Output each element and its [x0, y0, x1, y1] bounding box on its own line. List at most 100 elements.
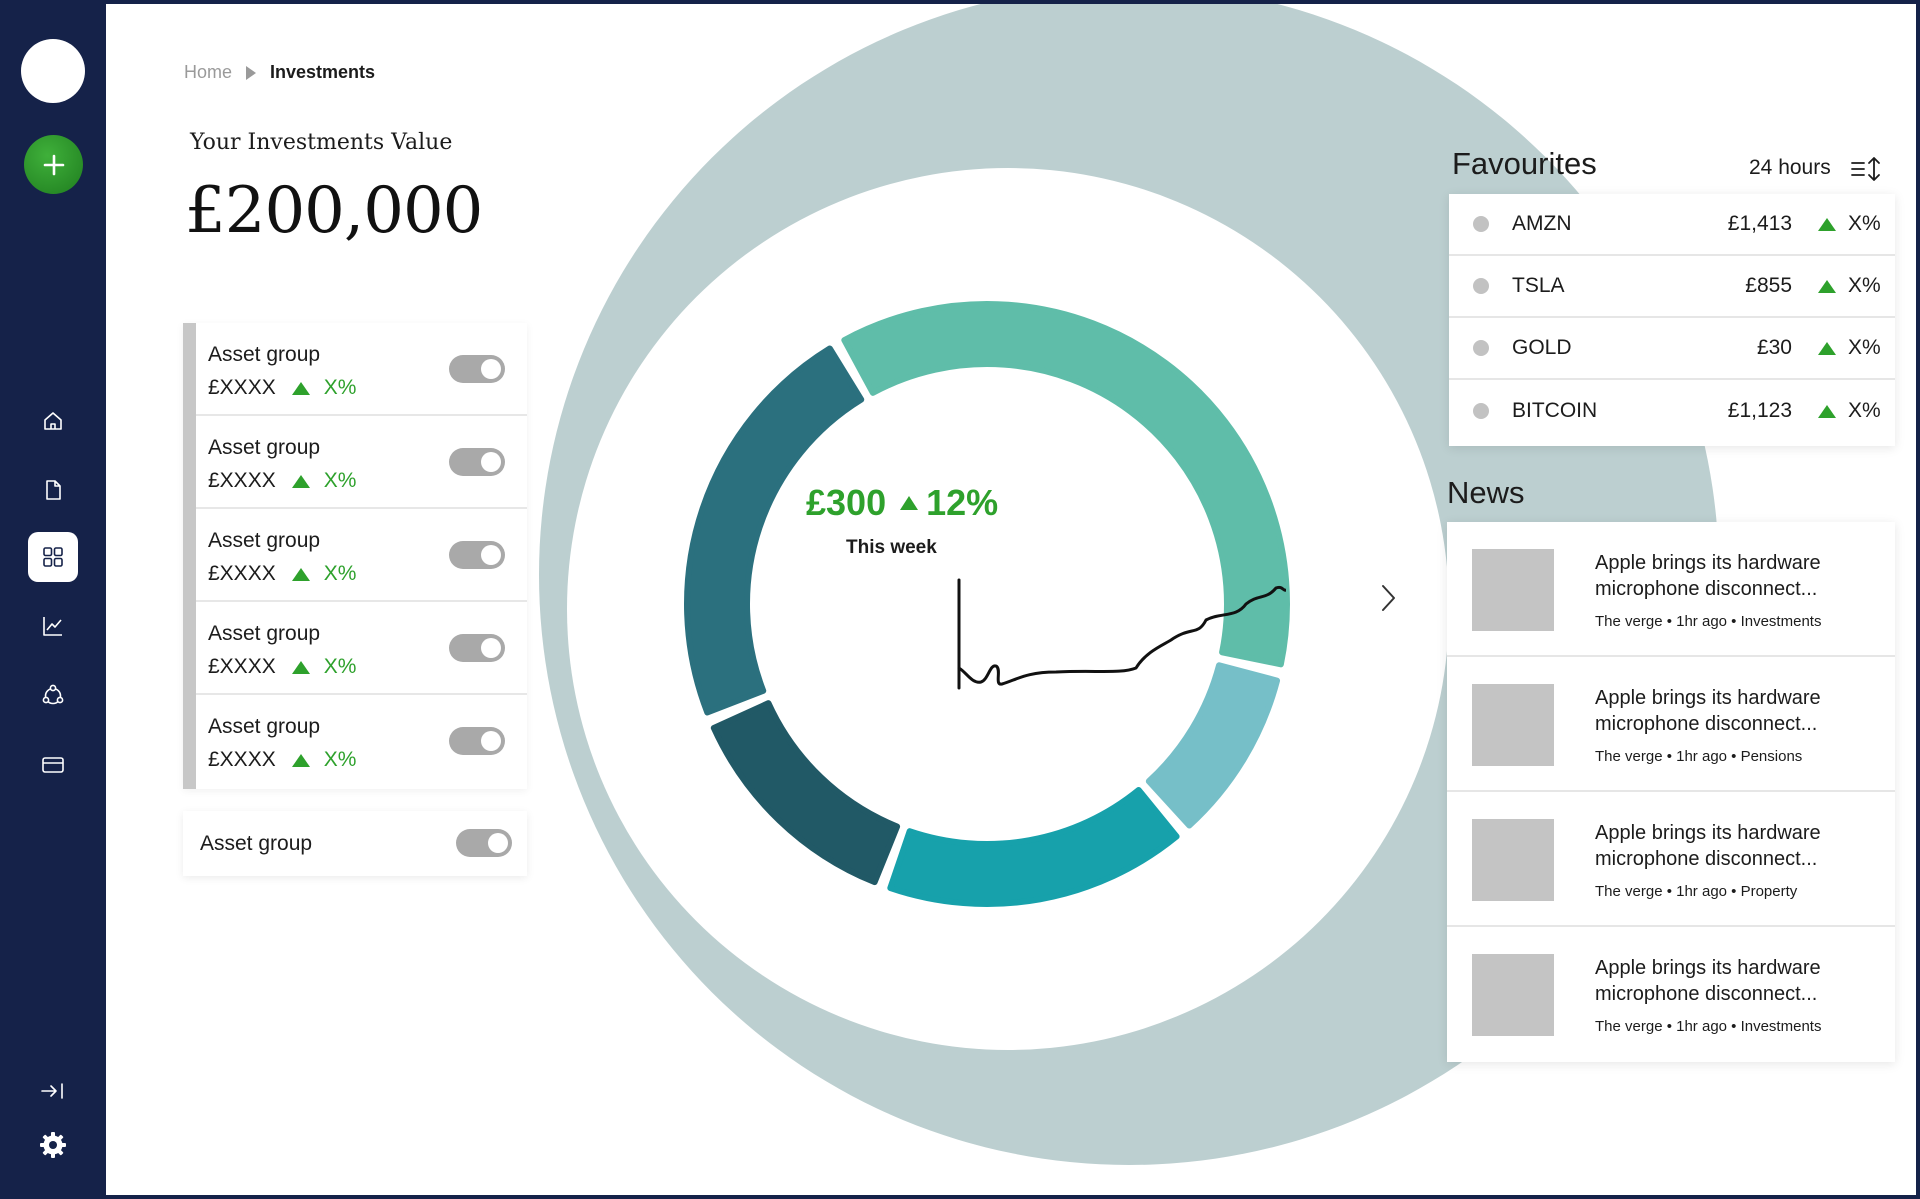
- breadcrumb-current: Investments: [270, 62, 376, 82]
- news-thumbnail: [1472, 549, 1554, 631]
- favourite-row[interactable]: GOLD £30 X%: [1449, 318, 1895, 380]
- asset-group-toggle[interactable]: [449, 727, 505, 755]
- toggle-knob: [488, 833, 508, 853]
- card-icon: [42, 757, 64, 773]
- asset-group-value: £XXXX: [208, 655, 276, 678]
- news-meta: The verge • 1hr ago • Investments: [1595, 1018, 1822, 1035]
- news-headline[interactable]: Apple brings its hardware microphone dis…: [1595, 552, 1821, 600]
- donut-segment-4[interactable]: [710, 700, 901, 886]
- investments-value-label: Your Investments Value: [190, 130, 453, 155]
- asset-group-toggle[interactable]: [449, 448, 505, 476]
- asset-group-row[interactable]: Asset group £XXXX X%: [196, 695, 527, 788]
- plus-icon: [43, 154, 64, 175]
- news-meta: The verge • 1hr ago • Pensions: [1595, 748, 1803, 765]
- favourite-price: £30: [1756, 336, 1792, 359]
- favourite-price: £1,413: [1727, 212, 1792, 235]
- news-list: Apple brings its hardware microphone dis…: [1447, 522, 1895, 1062]
- sidebar: [0, 0, 106, 1199]
- sidebar-item-dashboard[interactable]: [28, 532, 78, 582]
- news-item[interactable]: Apple brings its hardware microphone dis…: [1447, 522, 1895, 657]
- breadcrumb-separator-icon: [246, 65, 257, 80]
- news-meta: The verge • 1hr ago • Property: [1595, 883, 1798, 900]
- asset-group-change: X%: [323, 655, 357, 678]
- arrow-up-icon: [291, 753, 310, 767]
- asset-group-name: Asset group: [200, 831, 313, 855]
- favourite-change: X%: [1848, 274, 1881, 297]
- arrow-up-icon: [1818, 341, 1836, 355]
- favourites-title: Favourites: [1452, 146, 1597, 181]
- news-headline[interactable]: Apple brings its hardware microphone dis…: [1595, 687, 1821, 735]
- favourite-row[interactable]: AMZN £1,413 X%: [1449, 194, 1895, 256]
- news-item[interactable]: Apple brings its hardware microphone dis…: [1447, 657, 1895, 792]
- network-icon: [42, 684, 64, 705]
- news-meta: The verge • 1hr ago • Investments: [1595, 613, 1822, 630]
- donut-segment-1[interactable]: [841, 301, 1290, 668]
- news-thumbnail: [1472, 954, 1554, 1036]
- donut-segment-3[interactable]: [887, 786, 1180, 907]
- arrow-up-icon: [900, 496, 919, 510]
- breadcrumb-home[interactable]: Home: [184, 62, 233, 82]
- arrow-up-icon: [291, 474, 310, 488]
- toggle-knob: [481, 359, 501, 379]
- asset-group-toggle[interactable]: [449, 634, 505, 662]
- asset-group-row[interactable]: Asset group £XXXX X%: [196, 509, 527, 602]
- sidebar-item-performance[interactable]: [28, 601, 78, 651]
- donut-segment-5[interactable]: [684, 345, 865, 716]
- sort-icon[interactable]: [1850, 154, 1884, 184]
- asset-group-change: X%: [323, 469, 357, 492]
- arrow-up-icon: [1818, 279, 1836, 293]
- home-icon: [44, 412, 62, 430]
- chart-line-icon: [43, 617, 62, 636]
- asset-group-list: Asset group £XXXX X% Asset group £XXXX X…: [183, 323, 527, 789]
- toggle-knob: [481, 731, 501, 751]
- allocation-donut-chart[interactable]: [677, 294, 1297, 914]
- asset-group-toggle[interactable]: [456, 829, 512, 857]
- status-dot: [1473, 403, 1489, 419]
- asset-group-change: X%: [323, 748, 357, 771]
- news-thumbnail: [1472, 819, 1554, 901]
- sidebar-item-network[interactable]: [28, 670, 78, 720]
- favourite-row[interactable]: TSLA £855 X%: [1449, 256, 1895, 318]
- news-item[interactable]: Apple brings its hardware microphone dis…: [1447, 927, 1895, 1062]
- arrow-up-icon: [291, 660, 310, 674]
- favourite-change: X%: [1848, 212, 1881, 235]
- favourite-row[interactable]: BITCOIN £1,123 X%: [1449, 380, 1895, 442]
- favourites-range-selector[interactable]: 24 hours: [1749, 156, 1831, 179]
- toggle-knob: [481, 545, 501, 565]
- chevron-right-icon[interactable]: [1376, 582, 1400, 614]
- asset-group-row[interactable]: Asset group £XXXX X%: [196, 602, 527, 695]
- avatar[interactable]: [21, 39, 85, 103]
- sidebar-item-home[interactable]: [28, 396, 78, 446]
- main-panel: Home Investments Your Investments Value …: [106, 4, 1916, 1195]
- favourite-ticker: GOLD: [1512, 336, 1572, 359]
- status-dot: [1473, 216, 1489, 232]
- add-button[interactable]: [24, 135, 83, 194]
- weekly-change-amount: £300: [806, 482, 887, 523]
- news-item[interactable]: Apple brings its hardware microphone dis…: [1447, 792, 1895, 927]
- asset-group-name: Asset group: [208, 529, 321, 552]
- asset-group-toggle[interactable]: [449, 541, 505, 569]
- asset-group-toggle[interactable]: [449, 355, 505, 383]
- donut-segment-2[interactable]: [1145, 662, 1281, 829]
- favourite-change: X%: [1848, 399, 1881, 422]
- sidebar-item-documents[interactable]: [28, 465, 78, 515]
- asset-group-row[interactable]: Asset group £XXXX X%: [196, 416, 527, 509]
- weekly-change-percent: 12%: [926, 482, 999, 523]
- weekly-change-caption: This week: [846, 537, 937, 558]
- collapse-sidebar-icon[interactable]: [40, 1080, 66, 1102]
- asset-group-row[interactable]: Asset group £XXXX X%: [196, 323, 527, 416]
- asset-group-collapsed[interactable]: Asset group: [183, 811, 527, 876]
- weekly-sparkline: [957, 578, 1286, 690]
- news-headline[interactable]: Apple brings its hardware microphone dis…: [1595, 822, 1821, 870]
- toggle-knob: [481, 452, 501, 472]
- gear-icon[interactable]: [38, 1130, 68, 1160]
- news-headline[interactable]: Apple brings its hardware microphone dis…: [1595, 957, 1821, 1005]
- arrow-up-icon: [1818, 217, 1836, 231]
- asset-group-change: X%: [323, 562, 357, 585]
- asset-group-name: Asset group: [208, 715, 321, 738]
- news-title: News: [1447, 475, 1525, 510]
- sidebar-item-cards[interactable]: [28, 740, 78, 790]
- favourite-ticker: BITCOIN: [1512, 399, 1598, 422]
- arrow-up-icon: [291, 381, 310, 395]
- favourite-price: £1,123: [1727, 399, 1792, 422]
